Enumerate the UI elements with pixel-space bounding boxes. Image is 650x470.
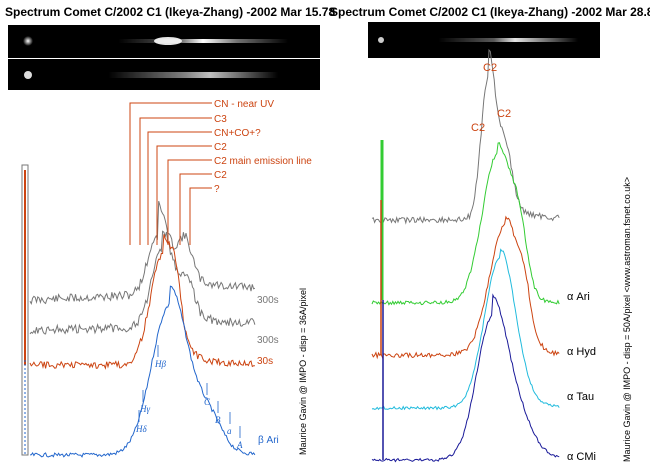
zero-order-box-left <box>21 164 29 456</box>
ref-label-0: Hδ <box>135 424 147 434</box>
ref-label-4: B <box>215 415 221 425</box>
series-line-right-2 <box>371 215 560 360</box>
ref-label-3: C <box>204 397 211 407</box>
band-label-3: C2 <box>214 142 227 153</box>
band-connector-1 <box>139 117 212 245</box>
spectrum-image-top-left <box>8 25 320 58</box>
chart-title-right: Spectrum Comet C/2002 C1 (Ikeya-Zhang) -… <box>330 5 650 19</box>
series-line-right-0 <box>371 48 560 225</box>
ref-label-2: Hβ <box>154 359 166 369</box>
band-label-2: CN+CO+? <box>214 128 261 139</box>
series-label-right-1: α Ari <box>567 291 590 303</box>
series-label-left-1: 300s <box>257 335 279 346</box>
band-connector-0 <box>129 102 212 245</box>
ref-label-6: A <box>236 440 243 450</box>
series-line-left-3 <box>29 285 256 458</box>
ref-label-1: Hγ <box>139 404 150 414</box>
band-label-0: CN - near UV <box>214 99 274 110</box>
series-label-left-2: 30s <box>257 356 273 367</box>
band-connector-5 <box>179 173 212 245</box>
band-connector-3 <box>156 145 212 245</box>
band-label-5: C2 <box>214 170 227 181</box>
band-connector-4 <box>167 159 212 245</box>
ref-label-5: a <box>227 426 232 436</box>
band-label-4: C2 main emission line <box>214 156 312 167</box>
chart-title-left: Spectrum Comet C/2002 C1 (Ikeya-Zhang) -… <box>5 5 336 19</box>
spectrum-image-bottom-left <box>8 59 320 90</box>
series-label-left-0: 300s <box>257 295 279 306</box>
band-connector-6 <box>189 187 212 245</box>
series-label-right-4: α CMi <box>567 451 596 463</box>
band-label-1: C3 <box>214 114 227 125</box>
series-line-right-4 <box>371 293 560 463</box>
peak-label-2: C2 <box>497 108 511 120</box>
band-connector-2 <box>147 131 212 245</box>
peak-label-1: C2 <box>471 122 485 134</box>
series-label-left-3: β Ari <box>258 435 279 446</box>
series-label-right-2: α Hyd <box>567 346 596 358</box>
peak-label-0: C2 <box>483 62 497 74</box>
series-line-left-1 <box>29 230 256 335</box>
credit-left: Maurice Gavin @ IMPO - disp = 36A/pixel <box>298 288 308 455</box>
credit-right: Maurice Gavin @ IMPO - disp = 50A/pixel … <box>622 176 632 462</box>
series-line-right-1 <box>371 142 560 306</box>
spectrum-image-right <box>368 22 600 58</box>
series-line-left-2 <box>29 234 255 370</box>
series-line-left-0 <box>29 201 256 305</box>
series-label-right-3: α Tau <box>567 391 594 403</box>
band-label-6: ? <box>214 184 220 195</box>
series-line-right-3 <box>371 248 560 411</box>
